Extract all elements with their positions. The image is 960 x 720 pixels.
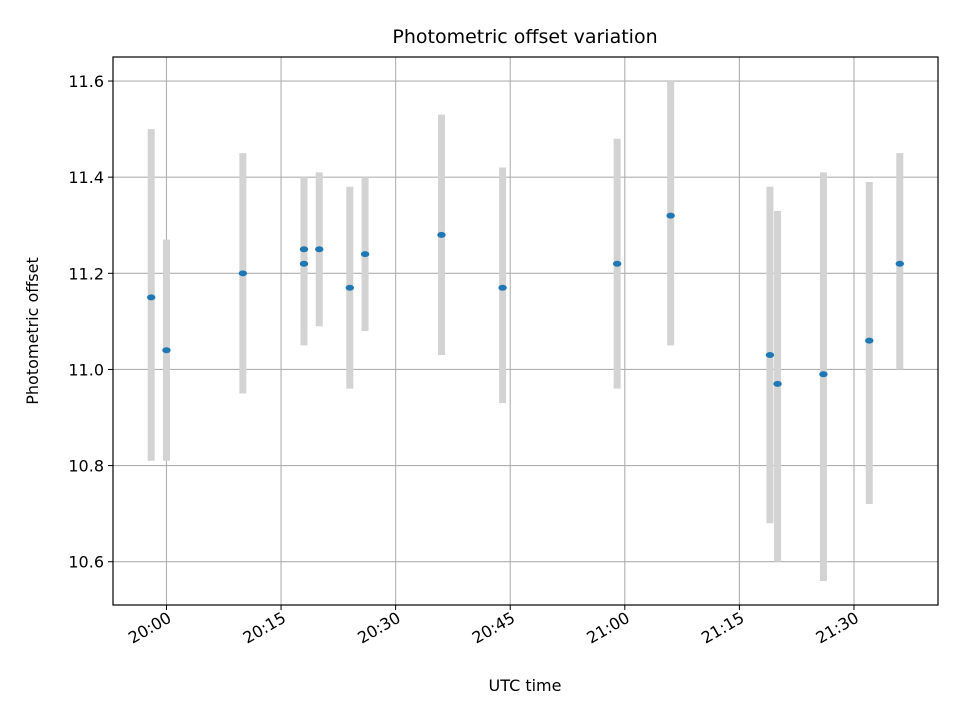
x-tick-label: 20:45 <box>469 608 518 648</box>
y-tick-label: 11.6 <box>68 72 104 91</box>
chart-title: Photometric offset variation <box>392 26 657 48</box>
x-tick-label: 20:30 <box>354 608 403 648</box>
data-point <box>437 231 446 238</box>
data-point <box>612 260 622 267</box>
x-axis-label: UTC time <box>489 676 562 695</box>
data-point <box>895 260 905 267</box>
data-point <box>162 347 171 354</box>
x-tick-label: 20:00 <box>125 608 174 648</box>
data-point <box>299 260 309 267</box>
data-point <box>345 284 355 291</box>
data-point <box>146 294 156 301</box>
data-point <box>666 212 675 219</box>
data-point <box>238 270 248 277</box>
y-axis-ticks: 10.6 10.8 11.0 11.2 11.4 11.6 <box>68 72 113 572</box>
grid <box>113 57 938 605</box>
data-point <box>360 251 370 258</box>
x-tick-label: 21:00 <box>583 608 632 648</box>
y-tick-label: 10.6 <box>68 553 104 572</box>
data-point <box>773 380 782 387</box>
data-points <box>146 212 905 387</box>
data-point <box>315 246 324 253</box>
x-tick-label: 21:30 <box>813 608 862 648</box>
data-point <box>819 371 828 378</box>
y-tick-label: 10.8 <box>68 457 104 476</box>
y-tick-label: 11.2 <box>68 264 104 283</box>
data-point <box>865 337 874 344</box>
y-tick-label: 11.4 <box>68 168 104 187</box>
error-bars <box>147 81 904 581</box>
data-point <box>299 246 309 253</box>
x-axis-ticks: 20:00 20:15 20:30 20:45 21:00 21:15 21:30 <box>125 605 862 648</box>
y-tick-label: 11.0 <box>68 360 104 379</box>
data-point <box>498 284 507 291</box>
data-point <box>765 352 775 359</box>
plot-frame <box>112 56 939 606</box>
y-axis-label: Photometric offset <box>23 257 42 405</box>
x-tick-label: 21:15 <box>698 608 747 648</box>
x-tick-label: 20:15 <box>240 608 289 648</box>
